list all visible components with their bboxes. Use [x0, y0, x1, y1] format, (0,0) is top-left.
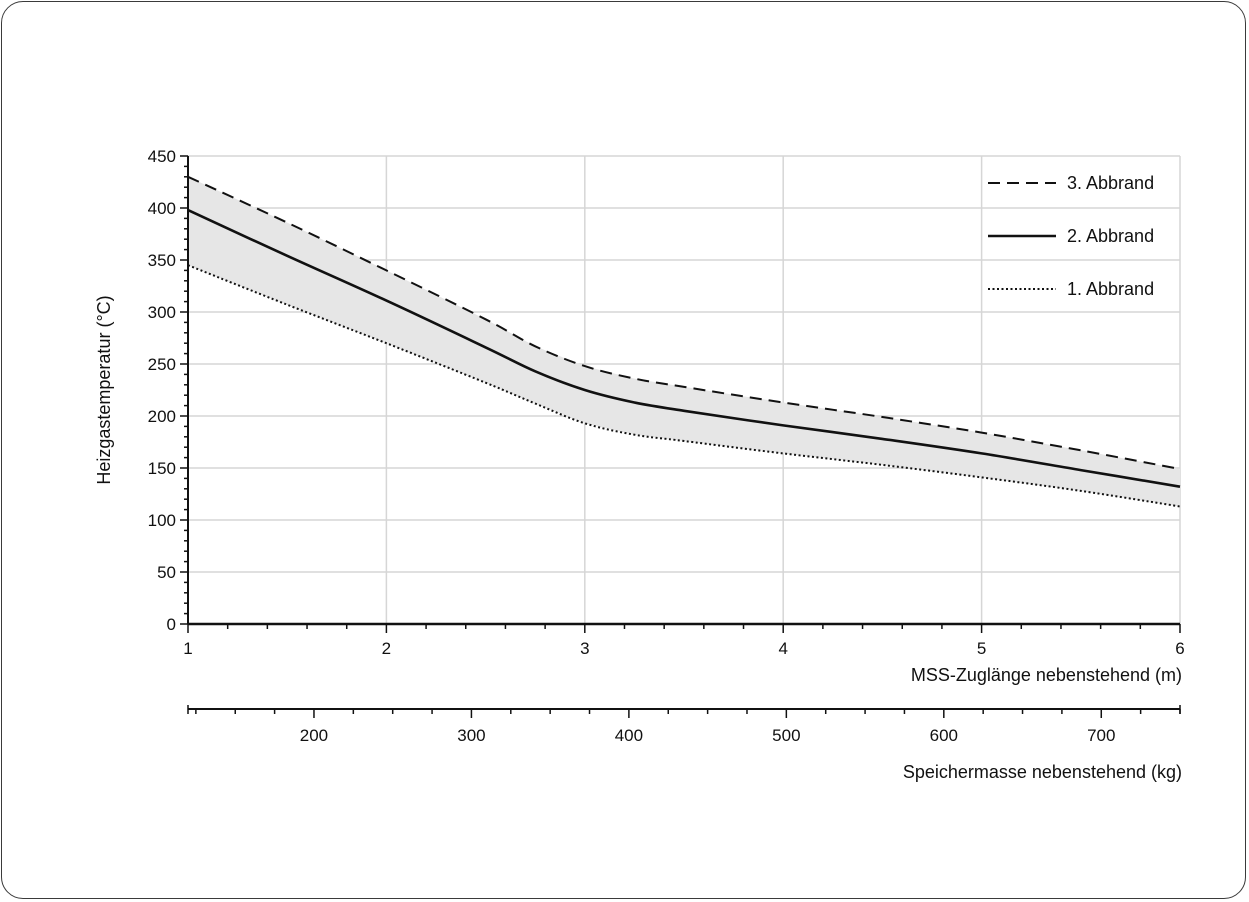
series-line-1 [187, 175, 1181, 470]
legend-label-3: 1. Abbrand [1067, 279, 1154, 299]
y-tick-label: 50 [157, 563, 176, 582]
x-tick-label: 1 [183, 639, 192, 658]
secondary-axis-label: Speichermasse nebenstehend (kg) [903, 762, 1182, 782]
y-tick-label: 400 [148, 199, 176, 218]
series-line-3 [187, 264, 1181, 508]
y-tick-label: 250 [148, 355, 176, 374]
secondary-tick-label: 300 [457, 726, 485, 745]
series-layer [187, 175, 1181, 508]
secondary-tick-label: 600 [930, 726, 958, 745]
y-tick-label: 200 [148, 407, 176, 426]
secondary-tick-label: 400 [615, 726, 643, 745]
y-tick-label: 450 [148, 147, 176, 166]
axis-layer: 0 50 100 150 200 250 300 350 400 450 1 2 3 4 5 6 [148, 147, 1185, 658]
legend-label-2: 2. Abbrand [1067, 226, 1154, 246]
range-band [188, 176, 1180, 507]
y-tick-label: 300 [148, 303, 176, 322]
x-axis-label: MSS-Zuglänge nebenstehend (m) [911, 665, 1182, 685]
x-tick-label: 4 [778, 639, 787, 658]
x-tick-label: 3 [580, 639, 589, 658]
secondary-tick-label: 700 [1087, 726, 1115, 745]
secondary-tick-label: 200 [300, 726, 328, 745]
y-tick-label: 350 [148, 251, 176, 270]
grid-layer [188, 155, 1181, 624]
x-tick-label: 2 [382, 639, 391, 658]
y-tick-label: 100 [148, 511, 176, 530]
x-tick-label: 5 [977, 639, 986, 658]
x-tick-label: 6 [1175, 639, 1184, 658]
secondary-axis: 200 300 400 500 600 700 [187, 705, 1181, 745]
y-tick-label: 0 [167, 615, 176, 634]
legend-label-1: 3. Abbrand [1067, 173, 1154, 193]
legend: 3. Abbrand 2. Abbrand 1. Abbrand [988, 173, 1154, 299]
y-tick-label: 150 [148, 459, 176, 478]
secondary-tick-label: 500 [772, 726, 800, 745]
y-axis-label: Heizgastemperatur (°C) [94, 295, 114, 484]
series-line-2 [187, 208, 1181, 488]
